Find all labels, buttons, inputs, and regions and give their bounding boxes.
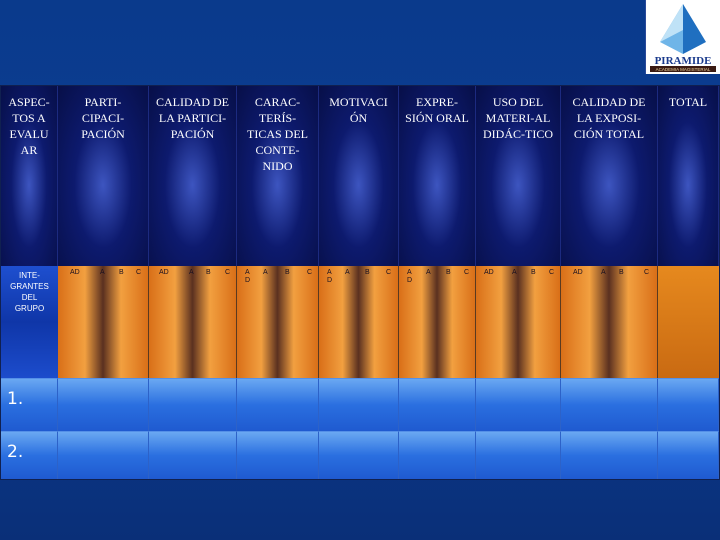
score-cell[interactable]: [561, 431, 658, 479]
sub-label: B: [446, 269, 451, 276]
subheader-calidad-exposicion: AD A B C: [561, 266, 658, 378]
sub-label: C: [386, 269, 392, 276]
score-cell[interactable]: [399, 431, 476, 479]
score-cell[interactable]: [399, 378, 476, 431]
subheader-uso-material: AD A B C: [476, 266, 561, 378]
subheader-participacion: AD A B C: [58, 266, 149, 378]
sub-label: C: [464, 269, 470, 276]
score-cell[interactable]: [58, 431, 149, 479]
sub-label: A D: [407, 269, 413, 284]
logo-brand-text: PIRAMIDE: [655, 55, 712, 67]
score-cell[interactable]: [319, 431, 399, 479]
total-cell[interactable]: [658, 378, 719, 431]
score-cell[interactable]: [237, 431, 319, 479]
score-cell[interactable]: [561, 378, 658, 431]
subheader-caracteristicas: A D A B C: [237, 266, 319, 378]
total-cell[interactable]: [658, 431, 719, 479]
sub-label: A D: [327, 269, 333, 284]
header-caracteristicas-label: CARAC- TERÍS- TICAS DEL CONTE- NIDO: [247, 95, 308, 173]
header-calidad-exposicion: CALIDAD DE LA EXPOSI- CIÓN TOTAL: [561, 86, 658, 266]
header-expresion-oral: EXPRE- SIÓN ORAL: [399, 86, 476, 266]
sub-label: B: [119, 269, 124, 276]
sub-label: A: [601, 269, 606, 276]
score-cell[interactable]: [237, 378, 319, 431]
subheader-expresion-oral: A D A B C: [399, 266, 476, 378]
row-label-1: 1.: [1, 378, 58, 431]
header-total: TOTAL: [658, 86, 719, 266]
score-cell[interactable]: [58, 378, 149, 431]
integrantes-label: INTE- GRANTES DEL GRUPO: [10, 271, 49, 313]
subheader-total: [658, 266, 719, 378]
sub-label: B: [206, 269, 211, 276]
header-uso-material: USO DEL MATERI-AL DIDÁC-TICO: [476, 86, 561, 266]
piramide-logo: PIRAMIDE ACADEMIA MAGISTERIAL: [645, 0, 720, 74]
score-cell[interactable]: [319, 378, 399, 431]
header-motivacion: MOTIVACI ÓN: [319, 86, 399, 266]
sub-label: C: [225, 269, 231, 276]
sub-label: B: [531, 269, 536, 276]
header-aspectos: ASPEC- TOS A EVALU AR: [1, 86, 58, 266]
score-cell[interactable]: [149, 378, 237, 431]
sub-label: A: [263, 269, 268, 276]
sub-label: C: [549, 269, 555, 276]
sub-label: AD: [573, 269, 583, 276]
sub-label: AD: [70, 269, 80, 276]
header-calidad-exposicion-label: CALIDAD DE LA EXPOSI- CIÓN TOTAL: [572, 95, 646, 141]
header-calidad-participacion-label: CALIDAD DE LA PARTICI- PACIÓN: [156, 95, 229, 141]
subheader-motivacion: A D A B C: [319, 266, 399, 378]
evaluation-table: ASPEC- TOS A EVALU AR PARTI- CIPACI- PAC…: [0, 85, 720, 480]
sub-label: C: [644, 269, 650, 276]
sub-label: C: [307, 269, 313, 276]
header-uso-material-label: USO DEL MATERI-AL DIDÁC-TICO: [483, 95, 553, 141]
header-calidad-participacion: CALIDAD DE LA PARTICI- PACIÓN: [149, 86, 237, 266]
row-number: 2.: [7, 442, 24, 462]
header-participacion: PARTI- CIPACI- PACIÓN: [58, 86, 149, 266]
header-aspectos-label: ASPEC- TOS A EVALU AR: [8, 95, 50, 157]
sub-label: B: [285, 269, 290, 276]
sub-label: AD: [484, 269, 494, 276]
sub-label: A D: [245, 269, 251, 284]
sub-label: A: [100, 269, 105, 276]
score-cell[interactable]: [476, 431, 561, 479]
row-label-2: 2.: [1, 431, 58, 479]
sub-label: A: [512, 269, 517, 276]
score-cell[interactable]: [476, 378, 561, 431]
subheader-calidad-participacion: AD A B C: [149, 266, 237, 378]
header-motivacion-label: MOTIVACI ÓN: [329, 95, 388, 125]
row-number: 1.: [7, 389, 24, 409]
pyramid-icon: PIRAMIDE ACADEMIA MAGISTERIAL: [650, 4, 716, 72]
header-participacion-label: PARTI- CIPACI- PACIÓN: [81, 95, 125, 141]
sub-label: B: [365, 269, 370, 276]
sub-label: AD: [159, 269, 169, 276]
sub-label: B: [619, 269, 624, 276]
logo-tagline-text: ACADEMIA MAGISTERIAL: [656, 67, 711, 72]
sub-label: A: [426, 269, 431, 276]
header-expresion-oral-label: EXPRE- SIÓN ORAL: [405, 95, 469, 125]
score-cell[interactable]: [149, 431, 237, 479]
integrantes-header: INTE- GRANTES DEL GRUPO: [1, 266, 58, 378]
sub-label: A: [189, 269, 194, 276]
sub-label: A: [345, 269, 350, 276]
header-caracteristicas: CARAC- TERÍS- TICAS DEL CONTE- NIDO: [237, 86, 319, 266]
header-total-label: TOTAL: [668, 95, 708, 109]
sub-label: C: [136, 269, 142, 276]
